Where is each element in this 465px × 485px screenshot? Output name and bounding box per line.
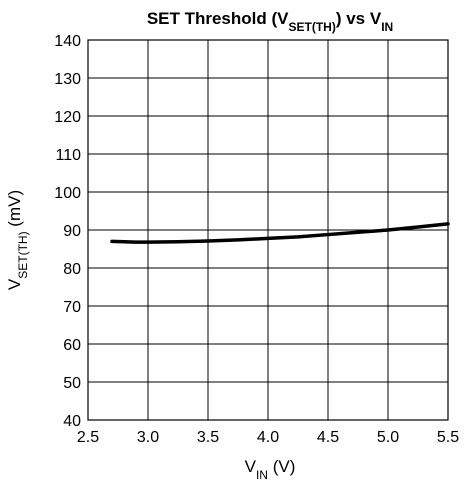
y-tick-label: 50 [63,375,81,392]
x-tick-labels: 2.5 3.0 3.5 4.0 4.5 5.0 5.5 [77,429,459,446]
y-tick-label: 90 [63,223,81,240]
x-tick-label: 5.5 [437,429,459,446]
series-group [110,222,450,244]
chart-title: SET Threshold (VSET(TH)) vs VIN [147,9,393,34]
x-tick-label: 4.5 [317,429,339,446]
y-tick-label: 120 [54,109,81,126]
y-tick-label: 80 [63,261,81,278]
plot-frame [87,39,449,421]
x-tick-label: 5.0 [377,429,399,446]
x-tick-label: 4.0 [257,429,279,446]
y-tick-labels: 40 50 60 70 80 90 100 110 120 130 140 [54,33,81,430]
y-tick-label: 40 [63,413,81,430]
y-tick-label: 140 [54,33,81,50]
y-tick-label: 100 [54,185,81,202]
x-axis-label: VIN (V) [245,457,296,482]
y-tick-label: 110 [55,147,81,164]
x-tick-label: 2.5 [77,429,99,446]
y-tick-label: 130 [54,71,81,88]
y-tick-label: 60 [63,337,81,354]
y-axis-label: VSET(TH) (mV) [5,190,30,290]
x-tick-label: 3.0 [137,429,159,446]
series-line [110,222,450,244]
x-tick-label: 3.5 [197,429,219,446]
y-tick-label: 70 [63,299,81,316]
